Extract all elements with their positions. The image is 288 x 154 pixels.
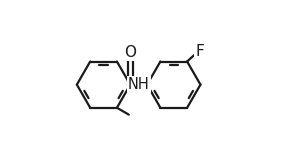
Text: NH: NH [128,77,149,92]
Text: F: F [195,44,204,59]
Text: O: O [124,45,136,60]
